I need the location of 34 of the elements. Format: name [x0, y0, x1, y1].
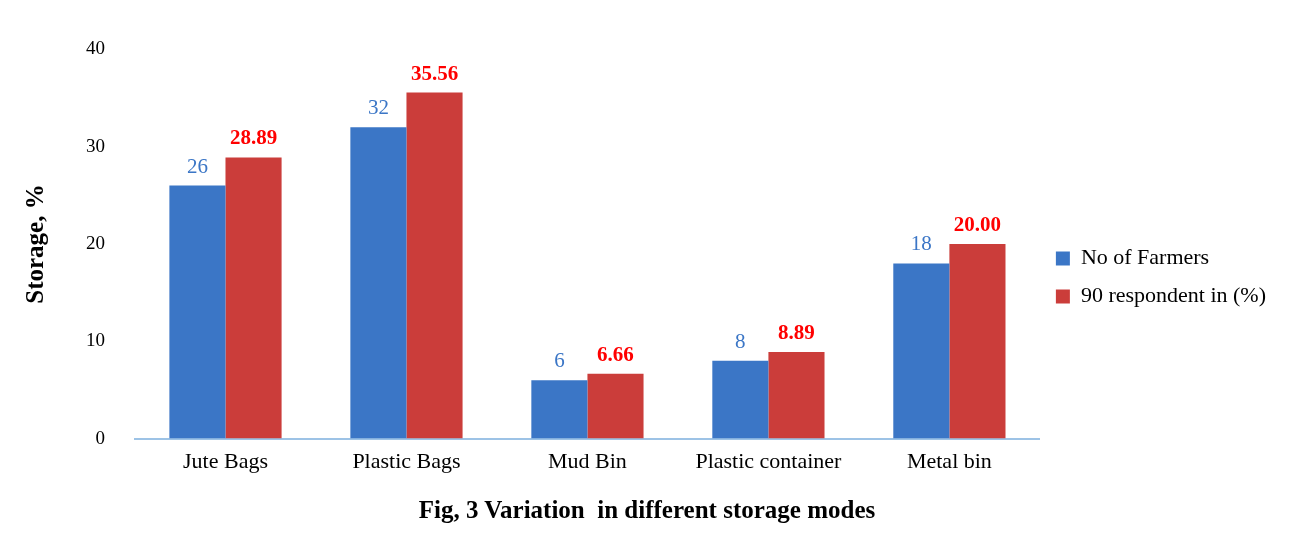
data-label: 26 [186, 153, 208, 178]
data-label: 20.00 [953, 211, 1002, 236]
bar [350, 127, 407, 439]
y-tick-label: 10 [86, 329, 105, 351]
data-label: 18 [910, 231, 932, 256]
x-tick-label: Metal bin [906, 447, 992, 473]
x-tick-label: Plastic Bags [352, 447, 461, 473]
x-tick-label: Plastic container [695, 447, 843, 473]
bar [768, 352, 825, 439]
bar [225, 157, 282, 439]
bar [169, 185, 226, 439]
data-label: 35.56 [410, 60, 459, 85]
bar [531, 380, 588, 439]
text: Fig, 3 Variation in different storage modes [418, 496, 876, 524]
y-tick-label: 40 [86, 37, 105, 59]
data-label: 6.66 [597, 341, 634, 366]
x-tick-label: Mud Bin [548, 447, 627, 473]
data-label: 8 [735, 328, 746, 353]
bar [406, 92, 463, 439]
data-label: 8.89 [778, 320, 815, 345]
y-axis-title: Storage, % [21, 184, 49, 304]
bar [949, 244, 1006, 439]
y-tick-label: 0 [95, 426, 105, 448]
bar [893, 263, 950, 439]
bar [712, 360, 769, 439]
bar [587, 373, 644, 439]
y-tick-label: 30 [86, 134, 105, 156]
legend-label: No of Farmers [1080, 244, 1210, 270]
data-label: 32 [367, 95, 389, 120]
data-label: 6 [554, 348, 565, 373]
legend-label: 90 respondent in (%) [1080, 282, 1266, 308]
x-tick-label: Jute Bags [183, 447, 268, 473]
y-tick-label: 20 [86, 231, 105, 253]
data-label: 28.89 [229, 125, 278, 150]
